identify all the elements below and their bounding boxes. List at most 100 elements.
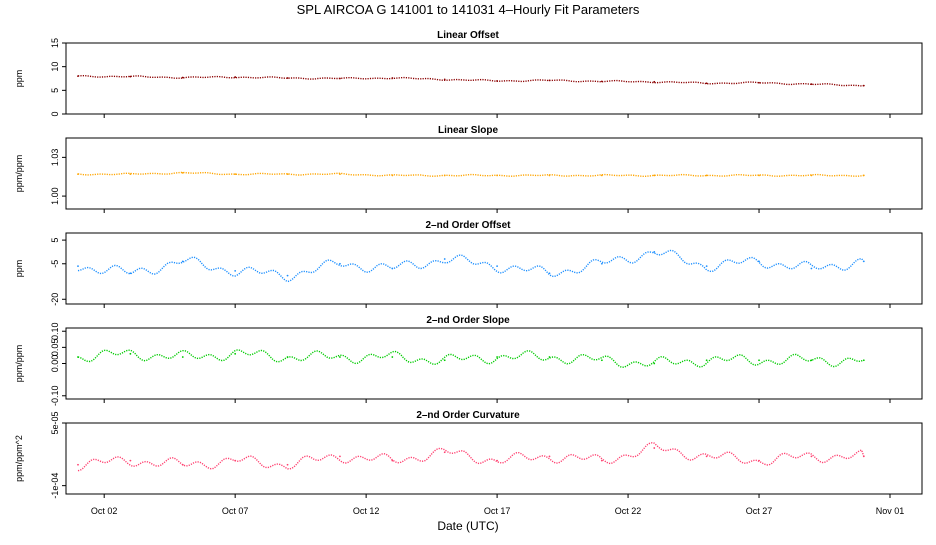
data-point bbox=[653, 174, 656, 177]
data-point bbox=[810, 174, 813, 177]
data-point bbox=[181, 171, 184, 174]
data-point bbox=[653, 80, 656, 83]
data-point bbox=[391, 267, 394, 270]
y-tick-label: 0 bbox=[50, 111, 60, 116]
data-point bbox=[234, 76, 237, 78]
data-point bbox=[810, 267, 813, 270]
data-point bbox=[77, 463, 79, 466]
data-point bbox=[286, 77, 289, 79]
series-line bbox=[77, 442, 865, 472]
plot-frame bbox=[65, 137, 923, 210]
y-axis-label: ppm bbox=[14, 70, 24, 88]
data-point bbox=[758, 81, 760, 84]
data-point bbox=[548, 272, 551, 275]
y-axis-label: ppm/ppm bbox=[14, 155, 24, 193]
data-point bbox=[705, 82, 708, 85]
data-point bbox=[705, 174, 708, 177]
data-point bbox=[234, 269, 237, 272]
y-tick-label: 10 bbox=[50, 62, 60, 72]
series-line bbox=[77, 74, 864, 87]
data-point bbox=[496, 356, 498, 358]
data-point bbox=[129, 459, 132, 462]
data-point bbox=[339, 455, 341, 458]
data-point bbox=[443, 78, 446, 81]
data-point bbox=[391, 174, 394, 177]
y-tick-label: -5 bbox=[50, 260, 60, 268]
data-point bbox=[286, 173, 289, 176]
data-point bbox=[653, 447, 656, 449]
x-tick-label: Oct 12 bbox=[353, 506, 380, 516]
plot-frame bbox=[65, 327, 923, 400]
data-point bbox=[443, 451, 446, 454]
data-point bbox=[600, 359, 603, 362]
data-point bbox=[548, 356, 551, 358]
data-point bbox=[496, 79, 498, 82]
x-tick-label: Nov 01 bbox=[876, 506, 905, 516]
y-tick-label: -20 bbox=[50, 293, 60, 306]
data-point bbox=[286, 274, 289, 277]
x-tick-label: Oct 22 bbox=[615, 506, 642, 516]
data-point bbox=[391, 459, 394, 462]
panel-title: Linear Slope bbox=[438, 125, 498, 136]
data-point bbox=[548, 79, 551, 82]
figure-title: SPL AIRCOA G 141001 to 141031 4–Hourly F… bbox=[297, 2, 640, 17]
data-point bbox=[600, 459, 603, 462]
data-point bbox=[862, 359, 865, 362]
data-point bbox=[810, 359, 813, 362]
y-axis-label: ppm/ppm bbox=[14, 345, 24, 383]
data-point bbox=[77, 173, 79, 176]
data-point bbox=[129, 173, 132, 176]
data-point bbox=[391, 356, 394, 358]
data-point bbox=[862, 455, 865, 458]
data-point bbox=[339, 356, 341, 358]
x-tick-label: Oct 17 bbox=[484, 506, 511, 516]
y-tick-label: 5 bbox=[50, 238, 60, 243]
data-point bbox=[862, 174, 865, 177]
panel-title: 2–nd Order Slope bbox=[426, 315, 510, 326]
plot-frame bbox=[65, 42, 923, 115]
data-point bbox=[862, 84, 865, 87]
y-tick-label: 15 bbox=[50, 38, 60, 48]
data-point bbox=[443, 359, 446, 362]
x-axis-label: Date (UTC) bbox=[437, 519, 498, 533]
data-point bbox=[339, 173, 341, 176]
data-point bbox=[181, 463, 184, 466]
data-point bbox=[234, 173, 237, 176]
data-point bbox=[548, 174, 551, 177]
y-tick-label: 1.00 bbox=[50, 187, 60, 205]
data-point bbox=[758, 359, 760, 362]
data-point bbox=[286, 463, 289, 466]
data-point bbox=[705, 359, 708, 362]
data-point bbox=[653, 362, 656, 365]
data-point bbox=[391, 77, 394, 79]
data-point bbox=[600, 262, 603, 265]
x-tick-label: Oct 02 bbox=[91, 506, 118, 516]
data-point bbox=[129, 272, 132, 275]
y-tick-label: 0.00 bbox=[50, 355, 60, 373]
panel-title: 2–nd Order Offset bbox=[425, 220, 511, 231]
y-axis-label: ppm/ppm^2 bbox=[14, 435, 24, 482]
data-point bbox=[862, 260, 865, 263]
data-point bbox=[496, 265, 498, 268]
y-tick-label: -1e-04 bbox=[50, 473, 60, 499]
y-axis-label: ppm bbox=[14, 260, 24, 278]
data-point bbox=[181, 260, 184, 263]
data-point bbox=[810, 455, 813, 458]
data-point bbox=[129, 352, 132, 355]
data-point bbox=[548, 455, 551, 458]
y-tick-label: 5 bbox=[50, 88, 60, 93]
data-point bbox=[653, 251, 656, 253]
y-tick-label: -0.10 bbox=[50, 386, 60, 407]
data-point bbox=[77, 356, 79, 358]
plot-frame bbox=[65, 422, 923, 495]
data-point bbox=[77, 265, 79, 268]
data-point bbox=[600, 80, 603, 83]
y-tick-label: 0.10 bbox=[50, 322, 60, 340]
x-tick-label: Oct 27 bbox=[746, 506, 773, 516]
data-point bbox=[129, 75, 132, 78]
data-point bbox=[443, 258, 446, 260]
data-point bbox=[234, 459, 237, 462]
series-line bbox=[77, 171, 864, 178]
